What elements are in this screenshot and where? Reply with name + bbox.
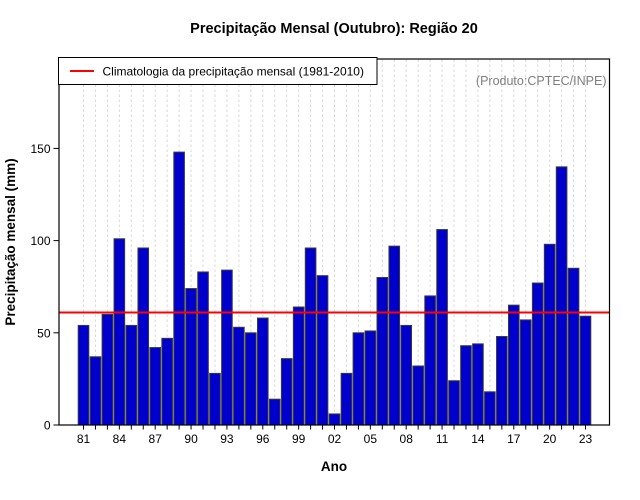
bar-10 <box>424 295 436 426</box>
bar-01 <box>316 275 329 426</box>
x-tick-label-23: 23 <box>579 432 593 446</box>
x-tick-label-02: 02 <box>328 432 342 446</box>
x-tick-label-81: 81 <box>77 432 91 446</box>
gridlines <box>83 59 586 425</box>
bar-99 <box>292 306 305 426</box>
y-tick-label-150: 150 <box>30 142 50 156</box>
x-tick-label-11: 11 <box>436 432 449 446</box>
bar-07 <box>388 245 401 426</box>
y-axis-label: Precipitação mensal (mm) <box>3 158 18 325</box>
bar-91 <box>197 271 209 426</box>
x-tick-label-87: 87 <box>149 432 163 446</box>
bar-14 <box>472 343 484 426</box>
x-axis: 81 84 87 90 93 96 99 02 05 08 11 14 17 20 23 <box>77 425 593 446</box>
legend: Climatologia da precipitação mensal (198… <box>58 57 378 85</box>
bar-86 <box>137 247 150 426</box>
bar-22 <box>567 267 580 426</box>
bar-16 <box>496 335 508 426</box>
bar-93 <box>221 269 233 426</box>
x-tick-label-17: 17 <box>507 432 521 446</box>
legend-box <box>58 57 378 85</box>
x-tick-label-99: 99 <box>292 432 306 446</box>
x-tick-label-20: 20 <box>543 432 557 446</box>
bar-20 <box>543 243 556 426</box>
bar-90 <box>185 288 197 426</box>
y-axis: 0 50 100 150 <box>30 142 59 433</box>
bar-08 <box>400 324 413 426</box>
watermark: (Produto:CPTEC/INPE) <box>476 74 607 88</box>
x-tick-label-90: 90 <box>184 432 198 446</box>
bar-98 <box>280 358 293 426</box>
bar-19 <box>531 282 544 426</box>
bar-23 <box>579 315 592 426</box>
bar-81 <box>77 324 90 426</box>
y-tick-label-100: 100 <box>30 234 50 248</box>
bar-04 <box>352 332 365 426</box>
bar-92 <box>209 372 221 426</box>
y-tick-label-0: 0 <box>44 419 51 433</box>
bar-96 <box>256 317 269 426</box>
bar-83 <box>101 313 114 426</box>
bar-11 <box>436 229 448 426</box>
bar-89 <box>173 151 185 426</box>
bar-09 <box>412 365 424 426</box>
bar-13 <box>460 345 472 426</box>
bar-15 <box>484 391 496 426</box>
x-axis-label: Ano <box>321 459 347 474</box>
bar-12 <box>448 380 460 426</box>
x-tick-label-05: 05 <box>364 432 378 446</box>
x-tick-label-08: 08 <box>400 432 414 446</box>
bar-00 <box>304 247 317 426</box>
bar-05 <box>364 330 377 426</box>
bar-84 <box>113 238 126 426</box>
x-tick-label-84: 84 <box>113 432 127 446</box>
bar-97 <box>268 398 281 426</box>
bar-87 <box>149 347 162 426</box>
bar-94 <box>233 326 245 426</box>
x-tick-label-93: 93 <box>220 432 234 446</box>
x-tick-label-96: 96 <box>256 432 270 446</box>
bar-06 <box>376 276 389 426</box>
bar-02 <box>328 413 341 426</box>
bar-17 <box>507 304 520 426</box>
y-tick-label-50: 50 <box>37 326 51 340</box>
bars <box>77 151 592 426</box>
x-tick-label-14: 14 <box>471 432 485 446</box>
bar-82 <box>89 356 102 426</box>
bar-21 <box>555 166 568 426</box>
bar-95 <box>245 332 257 426</box>
bar-18 <box>519 319 532 426</box>
legend-label: Climatologia da precipitação mensal (198… <box>103 65 364 79</box>
bar-88 <box>161 337 173 426</box>
bar-85 <box>125 324 138 426</box>
chart-title: Precipitação Mensal (Outubro): Região 20 <box>190 21 478 37</box>
bar-03 <box>340 372 353 426</box>
